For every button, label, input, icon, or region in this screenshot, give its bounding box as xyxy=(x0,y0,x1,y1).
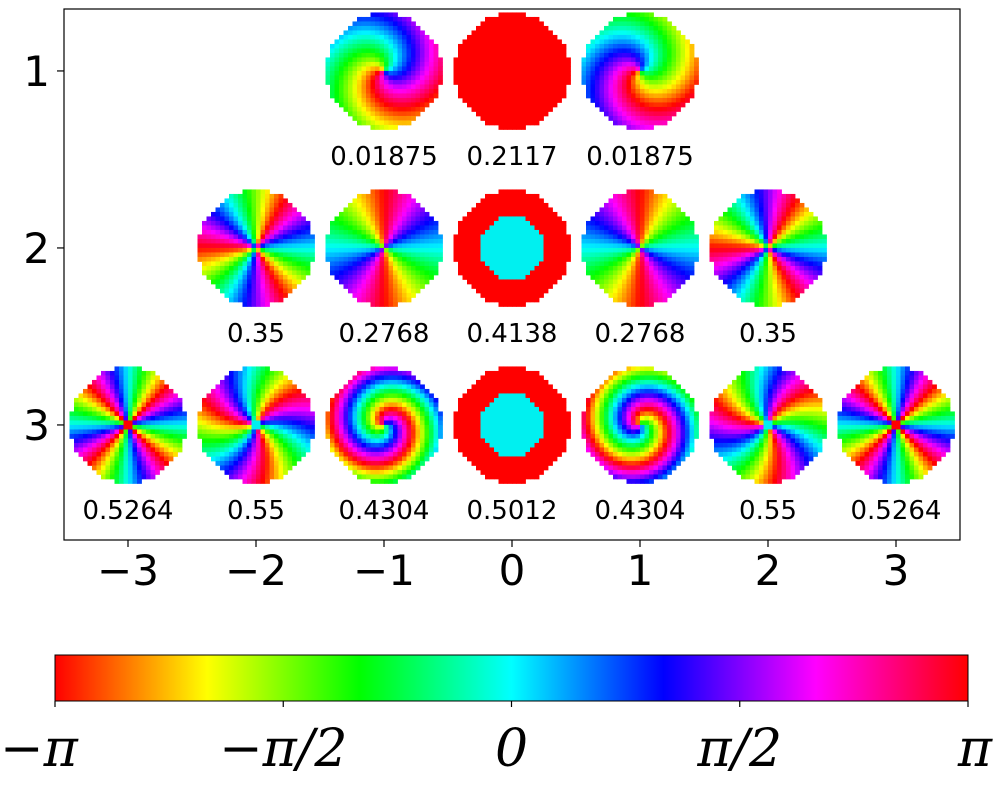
phase-map-r1-c1 xyxy=(581,12,699,130)
colorbar-tick-label: π/2 xyxy=(696,719,782,779)
x-tick-label: 3 xyxy=(883,546,910,595)
value-label: 0.01875 xyxy=(586,142,694,172)
y-tick-label: 3 xyxy=(23,401,50,450)
x-tick-label: −1 xyxy=(353,546,415,595)
phase-map-r2-c0 xyxy=(453,189,571,307)
phase-map-r1-c-1 xyxy=(325,12,443,130)
phase-map-r3-c3 xyxy=(837,366,955,484)
phase-map-r2-c1 xyxy=(581,189,699,307)
value-label: 0.2768 xyxy=(595,319,686,349)
phase-map-r2-c2 xyxy=(709,189,827,307)
value-label: 0.35 xyxy=(227,319,285,349)
phase-map-r3-c-2 xyxy=(197,366,315,484)
value-label: 0.55 xyxy=(227,496,285,526)
value-labels: 0.01875 0.2117 0.01875 0.35 0.2768 0.4138 0.27… xyxy=(83,142,942,526)
colorbar-ticks: −π −π/2 0 π/2 π xyxy=(0,701,993,779)
x-tick-label: 0 xyxy=(499,546,526,595)
x-tick-label: −3 xyxy=(97,546,159,595)
phase-map-r3-c2 xyxy=(709,366,827,484)
colorbar-tick-label: 0 xyxy=(495,719,528,779)
value-label: 0.2768 xyxy=(339,319,430,349)
value-label: 0.5264 xyxy=(851,496,942,526)
phase-map-r3-c-1 xyxy=(325,366,443,484)
value-label: 0.4304 xyxy=(595,496,686,526)
x-tick-label: 2 xyxy=(755,546,782,595)
value-label: 0.4304 xyxy=(339,496,430,526)
colorbar-tick-label: π xyxy=(957,719,993,779)
phase-map-r1-c0 xyxy=(453,12,571,130)
x-tick-label: 1 xyxy=(627,546,654,595)
phase-map-r3-c0 xyxy=(453,366,571,484)
phase-maps xyxy=(69,12,955,484)
phase-map-r2-c-1 xyxy=(325,189,443,307)
colorbar xyxy=(54,654,969,702)
value-label: 0.5012 xyxy=(467,496,558,526)
phase-map-r3-c1 xyxy=(581,366,699,484)
x-axis: −3 −2 −1 0 1 2 3 xyxy=(97,540,909,595)
y-axis: 1 2 3 xyxy=(23,47,64,450)
colorbar-tick-label: −π/2 xyxy=(219,719,347,779)
y-tick-label: 1 xyxy=(23,47,50,96)
value-label: 0.55 xyxy=(739,496,797,526)
phase-map-r2-c-2 xyxy=(197,189,315,307)
value-label: 0.5264 xyxy=(83,496,174,526)
y-tick-label: 2 xyxy=(23,224,50,273)
value-label: 0.4138 xyxy=(467,319,558,349)
colorbar-tick-label: −π xyxy=(0,719,79,779)
value-label: 0.35 xyxy=(739,319,797,349)
value-label: 0.2117 xyxy=(467,142,558,172)
value-label: 0.01875 xyxy=(330,142,438,172)
x-tick-label: −2 xyxy=(225,546,287,595)
phase-map-r3-c-3 xyxy=(69,366,187,484)
